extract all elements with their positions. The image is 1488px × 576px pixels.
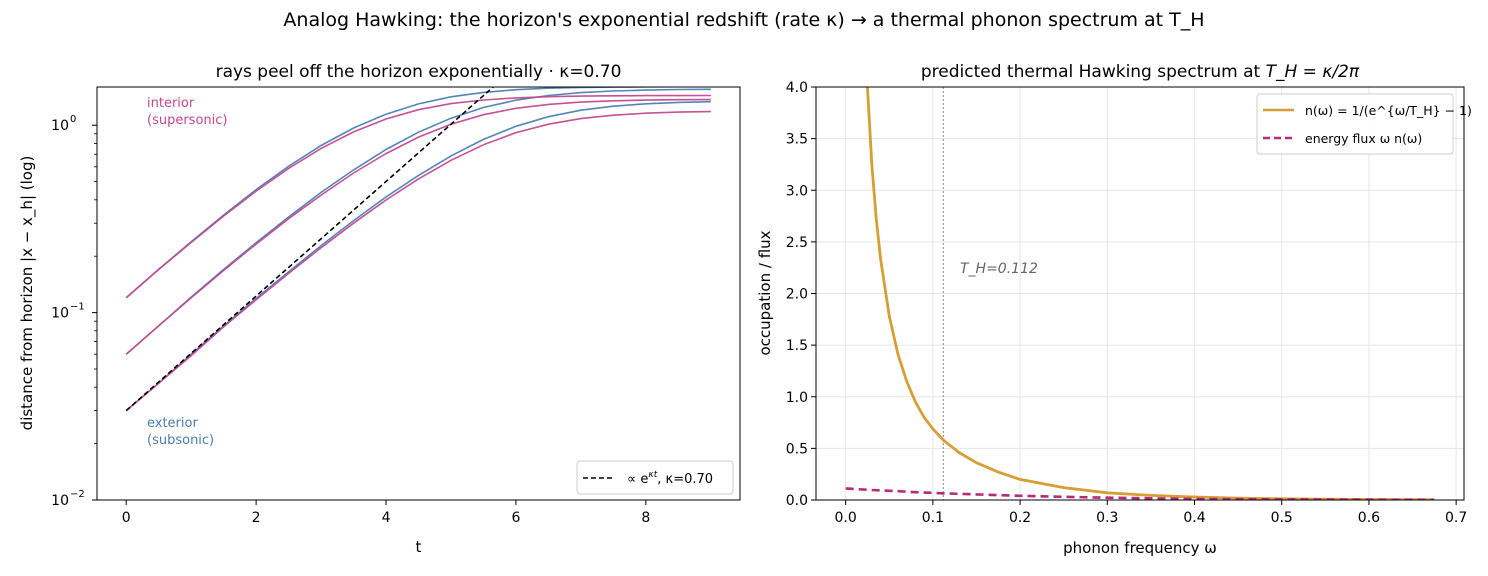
occupation-curve xyxy=(866,87,1435,500)
right-x-tick-label: 0.1 xyxy=(922,510,944,526)
right-y-tick-label: 4.0 xyxy=(786,80,808,96)
left-legend: ∝ eκt, κ=0.70 xyxy=(576,460,734,495)
interior-ray-3 xyxy=(125,110,711,412)
left-legend-box xyxy=(576,460,734,495)
left-y-tick-label: 10 xyxy=(51,306,69,322)
left-x-tick-label: 2 xyxy=(252,510,261,526)
interior-annotation: interior (supersonic) xyxy=(147,96,227,128)
figure-suptitle: Analog Hawking: the horizon's exponentia… xyxy=(283,9,1205,31)
left-legend-label-rest: , κ=0.70 xyxy=(657,472,713,487)
left-y-tick-label: 10 xyxy=(51,118,69,134)
th-annotation: T_H=0.112 xyxy=(960,261,1038,277)
right-y-tick-label: 3.5 xyxy=(786,132,808,148)
left-x-tick-label: 0 xyxy=(122,510,131,526)
energy-flux-curve xyxy=(845,487,1435,500)
right-x-axis: 0.0 0.1 0.2 0.3 0.4 0.5 0.6 0.7 xyxy=(835,500,1467,526)
left-x-axis-label: t xyxy=(416,538,422,556)
interior-annotation-line-2: (supersonic) xyxy=(147,113,227,128)
left-panel: rays peel off the horizon exponentially … xyxy=(18,62,741,556)
interior-ray-2 xyxy=(125,98,711,355)
right-x-axis-label: phonon frequency ω xyxy=(1063,539,1217,557)
left-x-axis: 0 2 4 6 8 xyxy=(122,500,650,526)
left-legend-label-main: ∝ e xyxy=(627,472,648,487)
right-x-tick-label: 0.7 xyxy=(1445,510,1467,526)
right-x-tick-label: 0.6 xyxy=(1358,510,1380,526)
left-y-tick-label: 10 xyxy=(51,493,69,509)
exterior-ray-2 xyxy=(125,88,711,355)
left-y-tick-exponent: −2 xyxy=(70,489,85,500)
left-axes-frame xyxy=(96,86,741,501)
right-y-tick-label: 2.5 xyxy=(786,235,808,251)
right-legend: n(ω) = 1/(e^{ω/T_H} − 1) energy flux ω n… xyxy=(1256,93,1472,155)
right-panel: predicted thermal Hawking spectrum at T_… xyxy=(756,62,1472,557)
right-panel-title: predicted thermal Hawking spectrum at T_… xyxy=(921,62,1360,82)
exterior-annotation-line-2: (subsonic) xyxy=(147,433,214,448)
right-plot-area xyxy=(845,87,1435,500)
right-panel-title-text: predicted thermal Hawking spectrum at xyxy=(921,62,1266,82)
left-legend-label-sup: κt xyxy=(648,470,657,480)
right-y-tick-label: 2.0 xyxy=(786,287,808,303)
left-panel-title: rays peel off the horizon exponentially … xyxy=(216,62,622,82)
right-x-tick-label: 0.4 xyxy=(1183,510,1205,526)
left-plot-area xyxy=(125,87,711,412)
left-x-tick-label: 8 xyxy=(641,510,650,526)
exponential-fit-line xyxy=(125,87,494,412)
right-y-tick-label: 3.0 xyxy=(786,183,808,199)
left-y-tick-exponent: 0 xyxy=(70,114,76,125)
exterior-ray-3 xyxy=(125,100,711,412)
right-y-tick-label: 0.0 xyxy=(786,493,808,509)
right-y-tick-label: 1.0 xyxy=(786,390,808,406)
right-x-tick-label: 0.2 xyxy=(1009,510,1031,526)
right-x-tick-label: 0.3 xyxy=(1096,510,1118,526)
interior-ray-1 xyxy=(125,94,711,299)
right-x-tick-label: 0.5 xyxy=(1271,510,1293,526)
right-legend-box xyxy=(1256,93,1454,155)
exterior-annotation: exterior (subsonic) xyxy=(147,416,214,448)
right-legend-flux-label: energy flux ω n(ω) xyxy=(1305,131,1422,146)
left-y-axis-label: distance from horizon |x − x_h| (log) xyxy=(18,156,37,431)
left-x-tick-label: 4 xyxy=(382,510,391,526)
left-legend-fit-label: ∝ eκt, κ=0.70 xyxy=(627,470,713,487)
left-x-tick-label: 6 xyxy=(511,510,520,526)
exterior-annotation-line-1: exterior xyxy=(147,416,198,431)
right-panel-title-math: T_H = κ/2π xyxy=(1266,62,1360,82)
right-x-tick-label: 0.0 xyxy=(835,510,857,526)
right-y-tick-label: 0.5 xyxy=(786,441,808,457)
right-y-axis: 0.0 0.5 1.0 1.5 2.0 2.5 3.0 3.5 4.0 xyxy=(786,80,816,509)
right-legend-occupation-label: n(ω) = 1/(e^{ω/T_H} − 1) xyxy=(1305,103,1472,118)
right-y-axis-label: occupation / flux xyxy=(756,230,774,355)
left-y-tick-exponent: −1 xyxy=(70,302,85,313)
interior-annotation-line-1: interior xyxy=(147,96,195,111)
right-y-tick-label: 1.5 xyxy=(786,338,808,354)
